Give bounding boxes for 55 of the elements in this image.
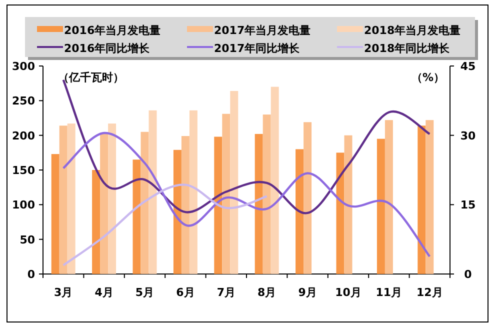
x-tick-label: 7月: [216, 286, 236, 299]
bar: [418, 126, 426, 274]
x-tick-label: 10月: [335, 286, 362, 299]
x-tick-label: 3月: [54, 286, 73, 299]
bar: [189, 110, 198, 274]
legend-label: 2018年当月发电量: [364, 24, 461, 37]
y-tick-label: 200: [12, 129, 36, 142]
legend-label: 2016年同比增长: [64, 42, 151, 55]
x-tick-label: 11月: [376, 286, 402, 299]
x-tick-label: 4月: [94, 286, 114, 299]
bar: [148, 110, 157, 274]
y2-tick-label: 15: [460, 198, 476, 212]
y2-axis-title: （%）: [411, 71, 445, 84]
bar: [230, 90, 238, 274]
y2-tick-label: 30: [460, 129, 476, 142]
bar: [214, 136, 222, 274]
y-tick-label: 50: [20, 233, 36, 246]
x-tick-label: 8月: [258, 286, 276, 299]
bar: [304, 122, 312, 274]
bar: [181, 136, 190, 274]
bar: [51, 154, 60, 274]
bar: [59, 126, 68, 274]
bar: [376, 138, 385, 274]
legend-label: 2017年当月发电量: [214, 24, 311, 37]
bar: [100, 132, 108, 274]
legend-label: 2016年当月发电量: [64, 24, 161, 37]
bar: [426, 120, 434, 274]
x-tick-label: 6月: [176, 286, 195, 299]
bar: [108, 124, 116, 274]
y2-tick-label: 45: [460, 60, 476, 73]
bar: [132, 160, 141, 274]
x-tick-label: 5月: [135, 286, 154, 299]
bar: [173, 150, 182, 274]
bar: [222, 114, 230, 274]
bar: [262, 114, 271, 274]
bar: [254, 134, 263, 274]
y-tick-label: 150: [12, 164, 36, 177]
y-tick-label: 300: [12, 60, 36, 73]
bar: [67, 124, 76, 274]
bar: [92, 170, 100, 274]
y-tick-label: 0: [27, 268, 36, 281]
y2-tick-label: 0: [464, 268, 472, 281]
bar: [296, 149, 304, 274]
bar: [384, 120, 393, 274]
y-tick-label: 250: [12, 94, 36, 108]
x-tick-label: 9月: [298, 286, 317, 299]
y-axis-title: （亿千瓦时）: [58, 71, 124, 84]
legend-label: 2017年同比增长: [214, 42, 301, 55]
bar: [140, 132, 149, 274]
bar: [344, 135, 352, 274]
bar: [270, 86, 279, 274]
y-tick-label: 100: [12, 198, 36, 212]
bar: [336, 152, 344, 274]
x-tick-label: 12月: [416, 286, 443, 299]
legend-label: 2018年同比增长: [364, 42, 451, 55]
